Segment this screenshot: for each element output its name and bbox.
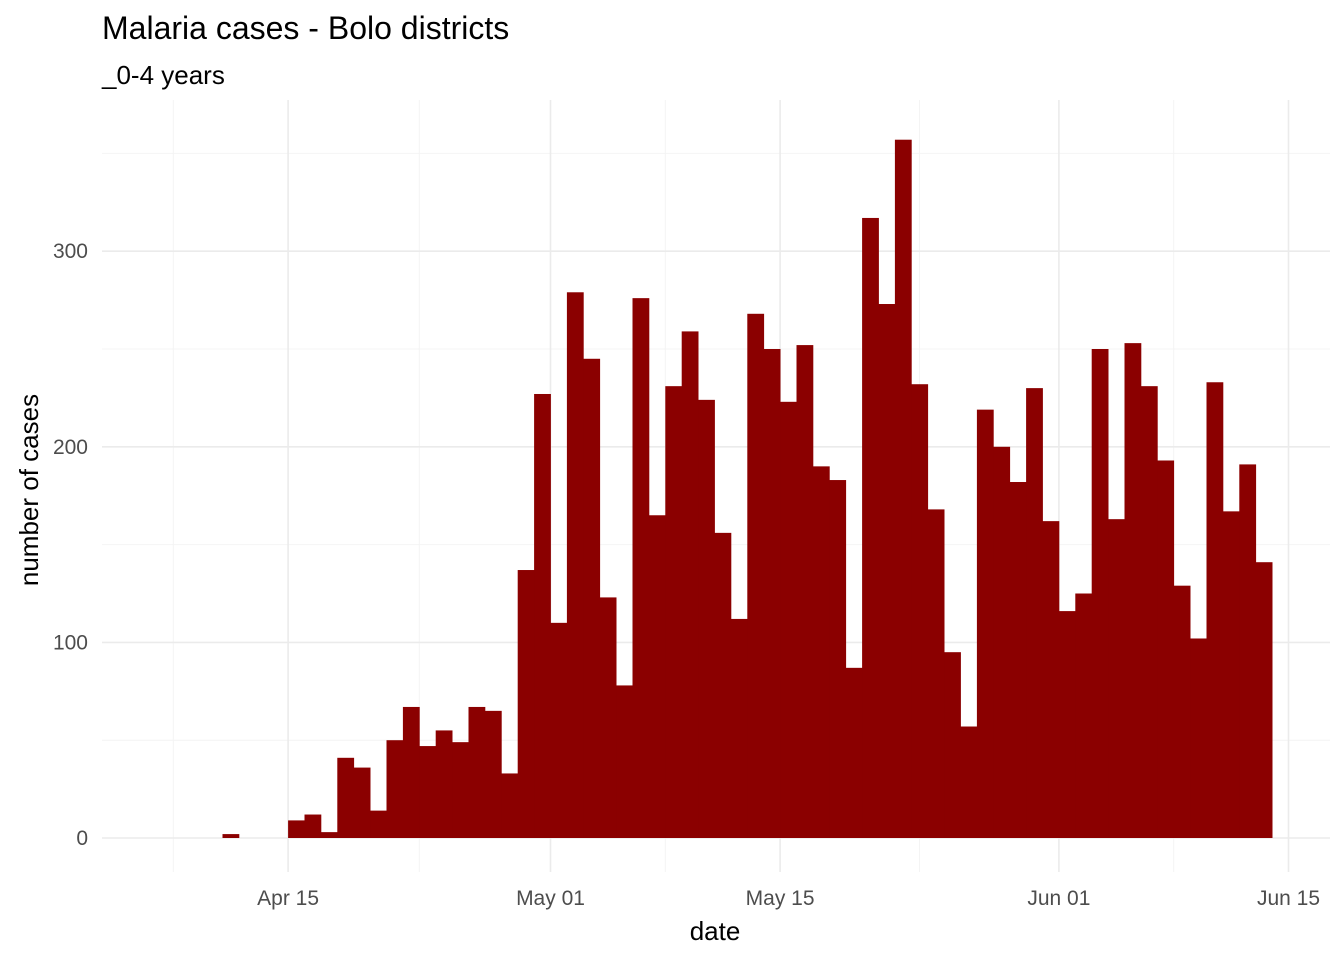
bar	[599, 597, 617, 838]
bar	[730, 618, 748, 838]
bar	[780, 401, 797, 838]
bar	[337, 757, 355, 838]
y-tick-label: 200	[53, 436, 88, 459]
y-tick-label: 300	[53, 240, 88, 263]
bar	[1058, 611, 1076, 838]
bar	[1255, 562, 1273, 838]
bar	[550, 622, 568, 838]
bar	[353, 767, 371, 838]
bar	[911, 384, 929, 838]
x-axis-ticks: Apr 15 May 01 May 15 Jun 01 Jun 15	[257, 887, 1320, 910]
x-tick-label: May 01	[516, 887, 585, 910]
bar	[222, 834, 240, 838]
bar	[894, 139, 912, 838]
bar	[1026, 388, 1043, 838]
bar	[648, 515, 666, 838]
bar	[812, 466, 830, 838]
x-axis-title: date	[690, 916, 741, 946]
x-tick-label: Jun 01	[1027, 887, 1090, 910]
bar	[927, 509, 945, 838]
bar	[796, 345, 814, 838]
bar	[1140, 386, 1158, 838]
bar	[1042, 521, 1060, 838]
bar	[1075, 593, 1093, 838]
bar	[370, 810, 387, 838]
bar	[1239, 464, 1257, 838]
bars	[222, 139, 1273, 838]
bar	[320, 832, 338, 838]
bar	[681, 331, 699, 838]
y-tick-label: 0	[76, 827, 88, 850]
y-axis-title: number of cases	[14, 394, 44, 586]
bar	[288, 820, 305, 838]
bar	[976, 409, 994, 838]
bar	[1091, 349, 1109, 838]
bar	[632, 298, 650, 838]
chart-title: Malaria cases - Bolo districts	[102, 10, 510, 46]
bar	[435, 730, 453, 838]
bar	[993, 446, 1011, 838]
bar	[419, 746, 437, 838]
bar	[484, 710, 502, 838]
bar	[386, 740, 404, 838]
bar	[517, 570, 535, 838]
bar	[747, 313, 765, 838]
bar	[468, 706, 486, 838]
bar	[1009, 482, 1027, 838]
bar	[714, 532, 732, 838]
bar	[1206, 382, 1224, 838]
x-tick-label: Apr 15	[257, 887, 319, 910]
chart-subtitle: _0-4 years	[102, 60, 225, 90]
bar	[402, 706, 420, 838]
bar	[845, 667, 863, 838]
bar	[501, 773, 519, 838]
x-tick-label: Jun 15	[1257, 887, 1320, 910]
bar	[1108, 519, 1125, 838]
bar	[1157, 460, 1175, 838]
x-tick-label: May 15	[746, 887, 815, 910]
bar	[829, 480, 847, 838]
bar	[698, 399, 715, 838]
bar	[452, 742, 469, 838]
bar	[878, 304, 896, 838]
bar	[616, 685, 633, 838]
bar	[1190, 638, 1207, 838]
bar	[566, 292, 584, 838]
bar	[960, 726, 978, 838]
bar	[665, 386, 683, 838]
bar	[1173, 585, 1191, 838]
bar	[534, 393, 551, 838]
y-axis-ticks: 0 100 200 300	[53, 240, 88, 850]
bar	[304, 814, 322, 838]
bar	[1124, 343, 1142, 838]
bar	[1222, 511, 1240, 838]
bar	[763, 349, 781, 838]
bar	[583, 358, 601, 838]
bar	[944, 652, 961, 838]
bar	[862, 217, 879, 838]
y-tick-label: 100	[53, 631, 88, 654]
